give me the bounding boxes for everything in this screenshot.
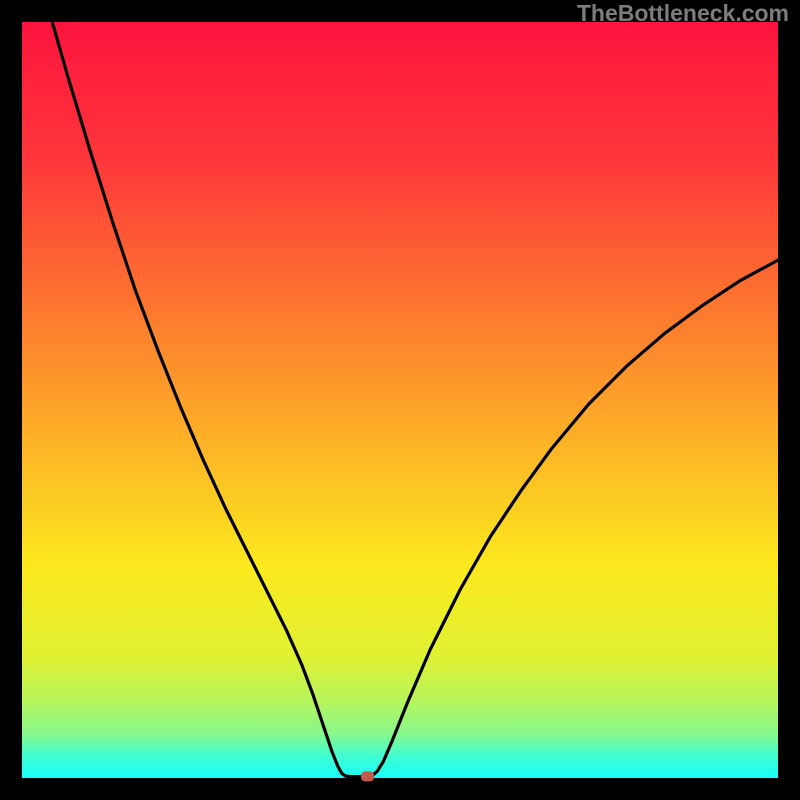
- chart-container: TheBottleneck.com: [0, 0, 800, 800]
- watermark-text: TheBottleneck.com: [577, 0, 789, 27]
- plot-gradient-background: [22, 22, 778, 778]
- bottleneck-chart: [0, 0, 800, 800]
- optimal-point-marker: [361, 771, 374, 781]
